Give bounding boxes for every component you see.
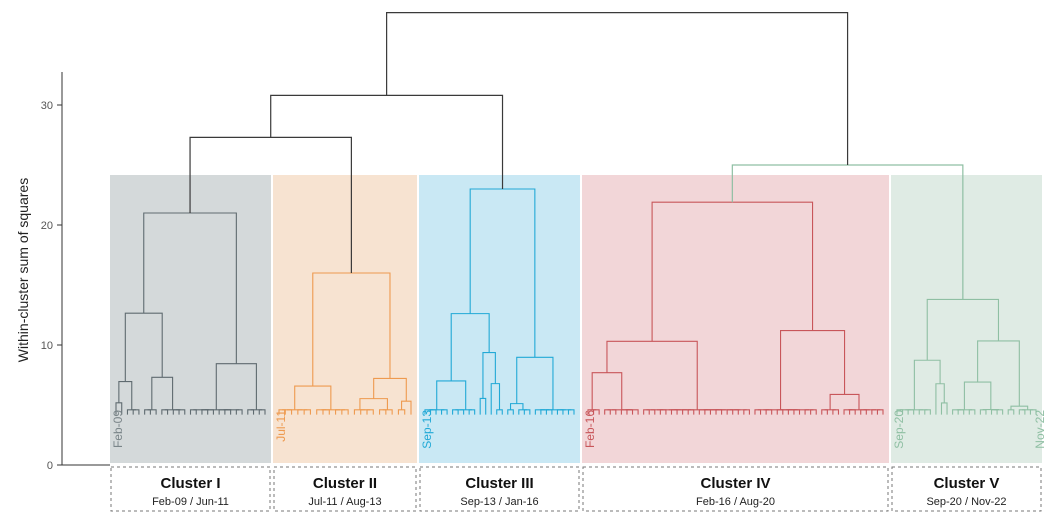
y-axis-label: Within-cluster sum of squares [15, 178, 31, 362]
cluster-title-5: Cluster V [934, 475, 1000, 492]
cluster-boxes: Cluster I Feb-09 / Jun-11 Cluster II Jul-11… [110, 466, 1042, 512]
cluster-band-5 [891, 175, 1042, 463]
leaf-label-start-1: Feb-09 [111, 410, 125, 448]
cluster-box-4 [582, 466, 889, 512]
cluster-bands [110, 175, 1042, 463]
cluster-range-1: Feb-09 / Jun-11 [152, 496, 229, 508]
cluster-band-4 [582, 175, 889, 463]
cluster-title-3: Cluster III [465, 475, 533, 492]
y-axis [61, 72, 110, 466]
y-tick-label-3: 30 [41, 100, 53, 112]
cluster-title-1: Cluster I [160, 475, 220, 492]
cluster-band-2 [273, 175, 417, 463]
dendrogram-lines [115, 12, 1037, 415]
cluster-4-merge [587, 409, 597, 415]
leaf-label-start-2: Jul-11 [274, 410, 288, 442]
cluster-1-merge [147, 409, 157, 415]
cluster-title-4: Cluster IV [700, 475, 770, 492]
cluster-2-merge [382, 409, 393, 415]
cluster-1-merge [235, 409, 243, 415]
cluster-2-merge [353, 409, 366, 415]
cluster-3-merge [518, 409, 528, 415]
merge-cluster-i-ii-iii [270, 94, 504, 189]
y-tick-label-2: 20 [41, 220, 53, 232]
cluster-1-merge [126, 409, 137, 415]
leaf-label-start-5: Sep-20 [892, 410, 906, 449]
cluster-title-2: Cluster II [313, 475, 377, 492]
cluster-box-2 [273, 466, 417, 512]
merge-root [386, 12, 849, 165]
cluster-range-3: Sep-13 / Jan-16 [460, 496, 538, 508]
y-ticks: 0 10 20 30 [41, 100, 62, 472]
leaf-label-start-4: Feb-16 [583, 410, 597, 448]
cluster-box-1 [110, 466, 271, 512]
y-tick-label-1: 10 [41, 340, 53, 352]
cluster-band-3 [419, 175, 580, 463]
leaf-labels: Feb-09 Jul-11 Sep-13 Feb-16 Sep-20 Nov-22 [111, 410, 1047, 449]
cluster-box-3 [419, 466, 580, 512]
cluster-5-merge [968, 409, 976, 415]
cluster-range-4: Feb-16 / Aug-20 [696, 496, 775, 508]
cluster-band-1 [110, 175, 271, 463]
leaf-label-end-5: Nov-22 [1033, 410, 1047, 449]
leaf-label-start-3: Sep-13 [420, 410, 434, 449]
cluster-range-5: Sep-20 / Nov-22 [926, 496, 1006, 508]
y-tick-label-0: 0 [47, 460, 53, 472]
cluster-box-5 [891, 466, 1042, 512]
cluster-range-2: Jul-11 / Aug-13 [308, 496, 381, 508]
